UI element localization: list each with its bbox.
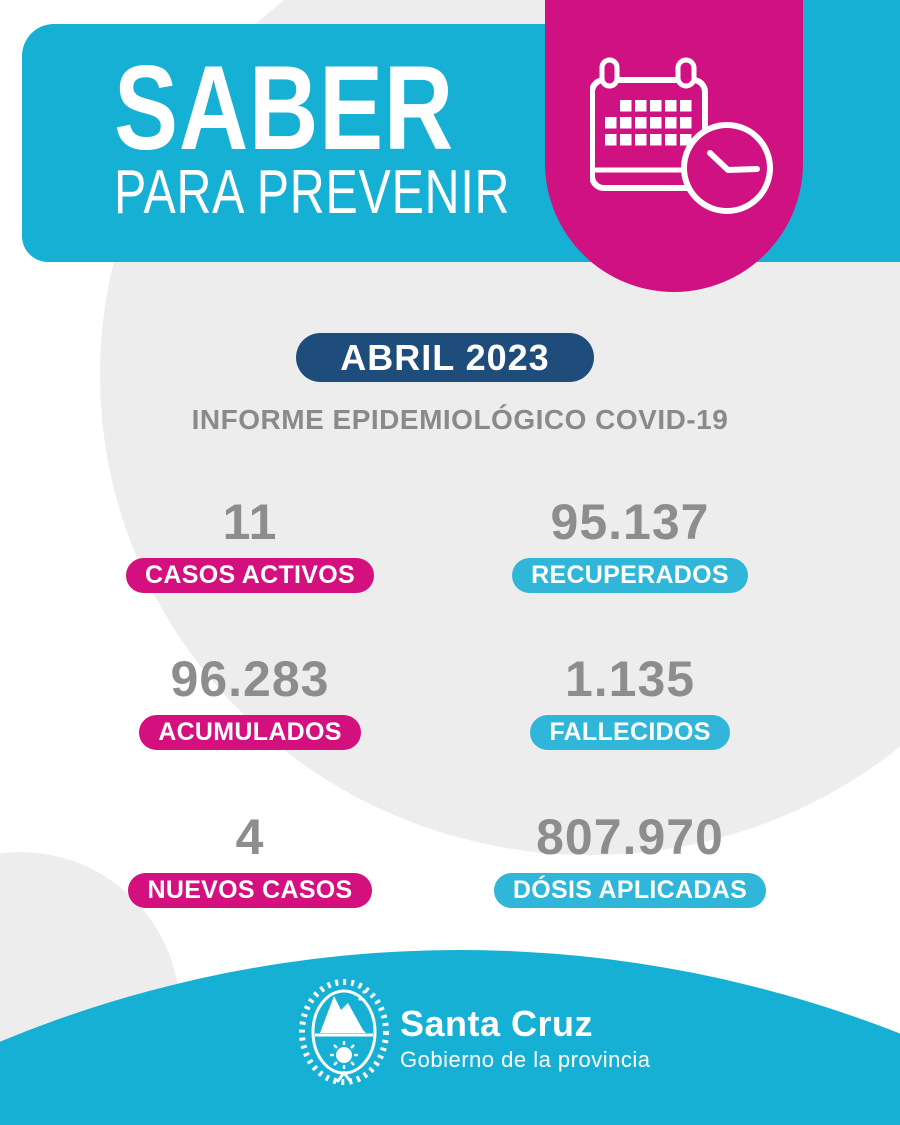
- poster-subtitle: PARA PREVENIR: [114, 158, 511, 227]
- report-title: INFORME EPIDEMIOLÓGICO COVID-19: [191, 404, 729, 435]
- stat-value: 807.970: [536, 809, 724, 865]
- period-label: ABRIL 2023: [340, 336, 550, 378]
- poster-title: SABER: [114, 41, 455, 175]
- stat-value: 1.135: [564, 651, 696, 707]
- calendar-clock-icon: [590, 57, 773, 214]
- footer-tagline: Gobierno de la provincia: [400, 1047, 651, 1072]
- stat-label-pill: FALLECIDOS: [530, 715, 730, 750]
- stat-dosis-aplicadas: 807.970 DÓSIS APLICADAS: [450, 812, 810, 908]
- stat-value: 4: [235, 809, 265, 865]
- period-pill: ABRIL 2023: [296, 333, 594, 382]
- stat-label-pill: CASOS ACTIVOS: [126, 558, 374, 593]
- stat-label-pill: RECUPERADOS: [512, 558, 748, 593]
- stat-nuevos-casos: 4 NUEVOS CASOS: [70, 812, 430, 908]
- footer-org-name: Santa Cruz: [400, 1003, 594, 1044]
- stat-label-pill: NUEVOS CASOS: [128, 873, 372, 908]
- stat-casos-activos: 11 CASOS ACTIVOS: [70, 497, 430, 593]
- stat-acumulados: 96.283 ACUMULADOS: [70, 654, 430, 750]
- stat-label-pill: DÓSIS APLICADAS: [493, 873, 767, 908]
- stat-label-pill: ACUMULADOS: [139, 715, 361, 750]
- santa-cruz-coat-of-arms: [299, 979, 389, 1085]
- stat-value: 11: [222, 494, 278, 550]
- stat-fallecidos: 1.135 FALLECIDOS: [450, 654, 810, 750]
- stat-value: 96.283: [170, 651, 330, 707]
- stat-value: 95.137: [550, 494, 710, 550]
- stat-recuperados: 95.137 RECUPERADOS: [450, 497, 810, 593]
